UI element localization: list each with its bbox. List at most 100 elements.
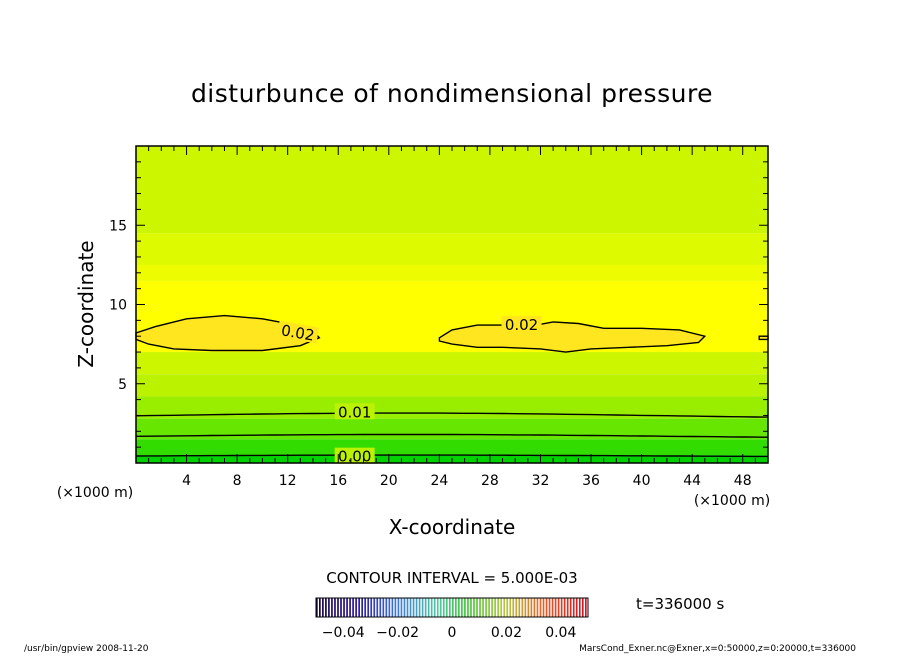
colorbar-stripe: [358, 598, 360, 617]
colorbar-stripe: [409, 598, 412, 617]
colorbar-stripe: [509, 598, 512, 617]
colorbar-stripe: [331, 598, 333, 617]
contour-line-0.005: [135, 433, 769, 438]
colorbar-stripe: [391, 598, 394, 617]
colorbar-stripe: [379, 598, 382, 617]
colorbar-stripe: [325, 598, 327, 617]
colorbar-stripe: [452, 598, 454, 617]
colorbar-stripe: [473, 598, 475, 617]
colorbar-stripe: [343, 598, 345, 617]
chart-title: disturbunce of nondimensional pressure: [191, 79, 713, 108]
colorbar-stripe: [319, 598, 321, 617]
colorbar-stripe: [442, 598, 445, 617]
colorbar-stripe: [430, 598, 433, 617]
y-tick-label: 10: [109, 298, 127, 314]
colorbar-frame: [315, 597, 589, 618]
colorbar-stripe: [361, 598, 363, 617]
colorbar-stripe: [494, 598, 496, 617]
y-axis-title: Z-coordinate: [74, 240, 98, 367]
colorbar-stripe: [524, 598, 527, 617]
colorbar-stripe: [412, 598, 415, 617]
colorbar-stripe: [439, 598, 442, 617]
colorbar: [315, 597, 589, 618]
colorbar-stripe: [403, 598, 406, 617]
colorbar-stripe: [521, 598, 524, 617]
x-tick-label: 36: [582, 473, 600, 489]
colorbar-stripe: [436, 598, 439, 617]
contour-label-bg: [501, 316, 542, 333]
colorbar-stripe: [491, 598, 493, 617]
colorbar-stripe: [542, 598, 545, 617]
colorbar-stripe: [355, 598, 357, 617]
plot-area: 0.02 0.020.010.00 4 8 12 16 20 24 28 32 36 40 44 485…: [109, 145, 769, 489]
colorbar-stripe: [367, 598, 370, 617]
colorbar-stripe: [554, 598, 557, 617]
maximum-region: [759, 336, 768, 340]
colorbar-stripe: [512, 598, 515, 617]
contour-label: 0.01: [338, 403, 371, 421]
colorbar-stripe: [346, 598, 348, 617]
colorbar-stripe: [563, 598, 566, 617]
colorbar-tick-label: 0.04: [545, 625, 576, 641]
x-tick-label: 44: [683, 473, 701, 489]
colorbar-stripe: [530, 598, 533, 617]
x-axis-unit-left: (×1000 m): [57, 485, 133, 501]
x-tick-label: 12: [279, 473, 297, 489]
colorbar-stripe: [572, 598, 575, 617]
colorbar-stripe: [560, 598, 563, 617]
colorbar-stripe: [373, 598, 376, 617]
colorbar-stripe: [334, 598, 336, 617]
contour-label: 0.02: [280, 321, 316, 345]
x-tick-label: 28: [481, 473, 499, 489]
colorbar-tick-label: 0.02: [491, 625, 522, 641]
colorbar-stripe: [448, 598, 451, 617]
colorbar-stripe: [427, 598, 430, 617]
colorbar-stripe: [464, 598, 466, 617]
fill-band: [136, 418, 768, 440]
colorbar-stripe: [461, 598, 463, 617]
colorbar-tick-labels: −0.04 −0.02 0 0.02 0.04: [322, 625, 577, 641]
colorbar-stripe: [545, 598, 548, 617]
colorbar-stripe: [578, 598, 581, 617]
colorbar-stripe: [385, 598, 388, 617]
colorbar-stripe: [400, 598, 403, 617]
x-tick-label: 48: [734, 473, 752, 489]
colorbar-stripe: [316, 598, 318, 617]
colorbar-stripe: [337, 598, 339, 617]
fill-band: [136, 374, 768, 397]
colorbar-stripe: [482, 598, 484, 617]
contour-labels: 0.02 0.020.010.00: [276, 316, 542, 466]
colorbar-stripe: [364, 598, 367, 617]
colorbar-stripe: [557, 598, 560, 617]
fill-band: [136, 439, 768, 456]
colorbar-stripe: [566, 598, 569, 617]
contour-line-0.02: [135, 314, 321, 352]
contour-label-bg: [276, 320, 320, 344]
colorbar-stripe: [584, 598, 587, 617]
x-tick-label: 8: [233, 473, 242, 489]
colorbar-stripe: [394, 598, 397, 617]
colorbar-stripe: [370, 598, 373, 617]
x-tick-label: 32: [532, 473, 550, 489]
y-tick-label: 5: [118, 377, 127, 393]
contour-label-bg: [334, 447, 375, 464]
y-tick-label: 15: [109, 218, 127, 234]
colorbar-stripe: [376, 598, 379, 617]
colorbar-tick-label: −0.04: [322, 625, 365, 641]
colorbar-stripe: [418, 598, 421, 617]
colorbar-stripe: [518, 598, 521, 617]
colorbar-tick-label: 0: [448, 625, 457, 641]
x-tick-label: 40: [633, 473, 651, 489]
fill-band: [136, 146, 768, 234]
x-tick-label: 16: [329, 473, 347, 489]
colorbar-stripe: [548, 598, 551, 617]
contour-line-0.00: [135, 454, 768, 458]
contour-lines: [135, 314, 769, 458]
colorbar-stripe: [503, 598, 506, 617]
colorbar-stripe: [536, 598, 539, 617]
colorbar-stripe: [421, 598, 424, 617]
colorbar-stripe: [479, 598, 481, 617]
